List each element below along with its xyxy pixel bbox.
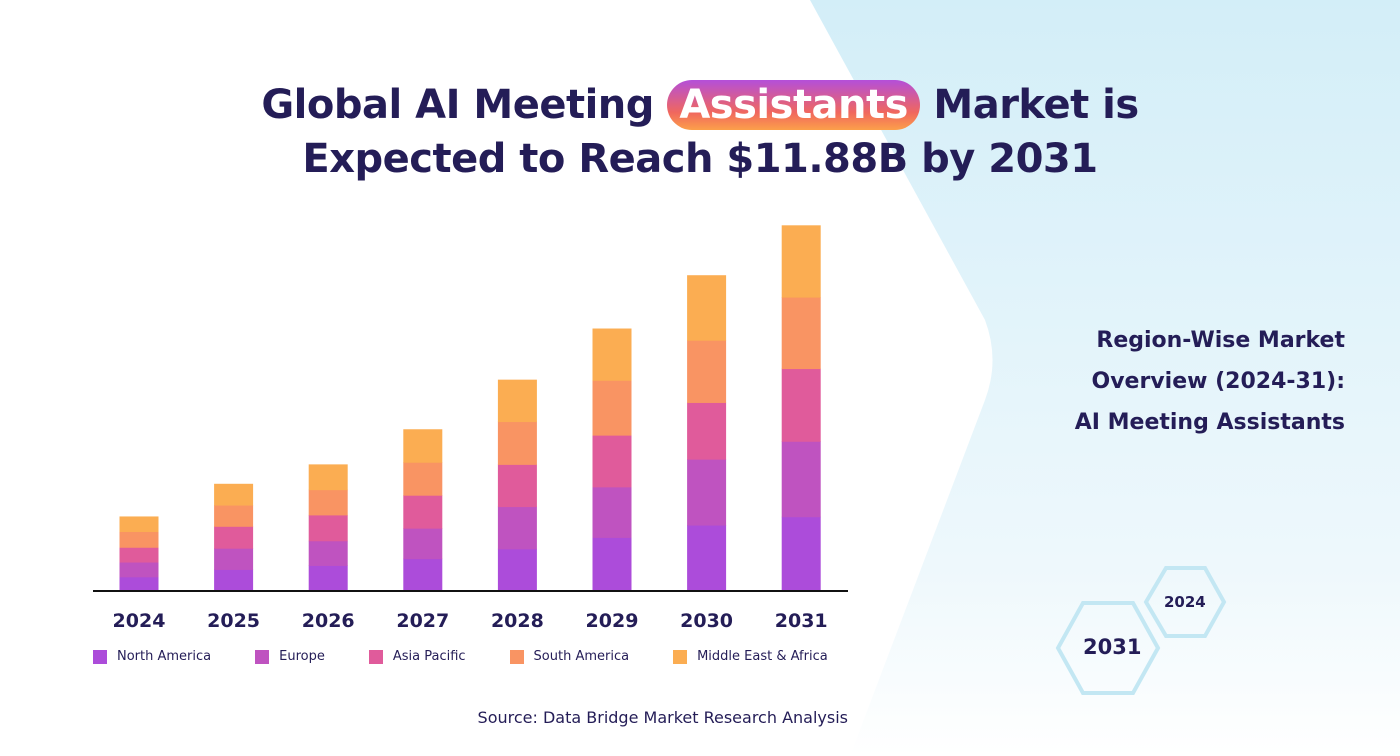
side-caption: Region-Wise Market Overview (2024-31): A… [1075, 320, 1345, 443]
legend-item: North America [93, 649, 211, 664]
legend-label: South America [533, 649, 630, 664]
bar-segment-2026-asia-pacific [308, 514, 348, 542]
bar-segment-2026-middle-east-africa [308, 464, 348, 491]
hexagon-large [1055, 601, 1161, 695]
bar-segment-2026-south-america [308, 489, 348, 516]
bar-segment-2031-north-america [781, 516, 821, 592]
bar-segment-2030-asia-pacific [687, 402, 727, 460]
bar-segment-2027-south-america [403, 462, 443, 496]
legend: North America Europe Asia Pacific South Ame… [93, 649, 872, 664]
legend-swatch [368, 649, 383, 664]
title-text: Global AI Meeting [261, 82, 654, 128]
bar-segment-2031-middle-east-africa [781, 225, 821, 298]
bar-segment-2028-north-america [497, 548, 537, 592]
bar-segment-2028-south-america [497, 421, 537, 465]
bar-segment-2027-north-america [403, 558, 443, 592]
legend-label: North America [117, 649, 212, 664]
legend-item: South America [509, 649, 630, 664]
bar-segment-2027-europe [403, 528, 443, 560]
bar-segment-2025-europe [214, 548, 254, 570]
bar-segment-2028-asia-pacific [497, 464, 537, 508]
bar-segment-2030-middle-east-africa [687, 275, 727, 341]
legend-item: Asia Pacific [368, 649, 466, 664]
x-tick-label: 2031 [775, 610, 828, 632]
hexagon-label-large: 2031 [1083, 635, 1142, 659]
bar-segment-2030-south-america [687, 340, 727, 403]
legend-label: Europe [279, 649, 325, 664]
x-tick-label: 2024 [113, 610, 166, 632]
bar-segment-2027-middle-east-africa [403, 429, 443, 463]
source-note: Source: Data Bridge Market Research Anal… [477, 708, 848, 727]
bar-segment-2028-europe [497, 506, 537, 550]
bar-segment-2024-middle-east-africa [119, 516, 159, 533]
bar-segment-2027-asia-pacific [403, 495, 443, 529]
hexagon-small [1143, 566, 1227, 638]
legend-swatch [509, 649, 524, 664]
x-tick-label: 2026 [302, 610, 355, 632]
x-tick-label: 2027 [396, 610, 449, 632]
legend-swatch [255, 649, 270, 664]
x-tick-label: 2028 [491, 610, 544, 632]
bar-segment-2029-asia-pacific [592, 435, 632, 488]
legend-label: Middle East & Africa [697, 649, 828, 664]
side-caption-line: AI Meeting Assistants [1074, 410, 1345, 435]
bar-segment-2029-middle-east-africa [592, 328, 632, 381]
title-line-2: Expected to Reach $11.88B by 2031 [302, 136, 1098, 182]
side-caption-line: Region-Wise Market [1096, 328, 1345, 353]
legend-item: Middle East & Africa [673, 649, 828, 664]
hexagon-label-small: 2024 [1164, 593, 1206, 611]
x-tick-label: 2029 [586, 610, 639, 632]
bar-segment-2030-north-america [687, 525, 727, 592]
legend-swatch [93, 649, 107, 664]
x-tick-label: 2025 [207, 610, 260, 632]
bar-segment-2026-europe [308, 540, 348, 566]
bar-segment-2026-north-america [308, 565, 348, 592]
title-line-1: Global AI Meeting Assistants Market is [0, 80, 1400, 130]
bar-segment-2025-middle-east-africa [214, 483, 254, 506]
x-tick-label: 2030 [680, 610, 733, 632]
background-shape [810, 0, 1400, 756]
bar-segment-2024-asia-pacific [119, 547, 159, 563]
side-caption-line: Overview (2024-31): [1091, 369, 1345, 394]
bar-segment-2028-middle-east-africa [497, 379, 537, 423]
bar-segment-2025-asia-pacific [214, 526, 254, 549]
legend-label: Asia Pacific [392, 649, 466, 664]
bar-segment-2029-north-america [592, 537, 632, 592]
bar-segment-2024-europe [119, 562, 159, 578]
bar-segment-2029-europe [592, 486, 632, 538]
legend-swatch [673, 649, 688, 664]
bar-segment-2031-europe [781, 441, 821, 518]
bar-segment-2030-europe [687, 459, 727, 526]
bar-segment-2024-south-america [119, 531, 159, 548]
bar-segment-2025-north-america [214, 569, 254, 592]
bar-segment-2024-north-america [119, 576, 159, 592]
bar-segment-2025-south-america [214, 505, 254, 527]
bar-segment-2029-south-america [592, 380, 632, 436]
title-text: Market is [933, 82, 1139, 128]
legend-item: Europe [255, 649, 325, 664]
title-highlight: Assistants [667, 80, 920, 130]
bar-segment-2031-south-america [781, 297, 821, 370]
bar-segment-2031-asia-pacific [781, 368, 821, 442]
